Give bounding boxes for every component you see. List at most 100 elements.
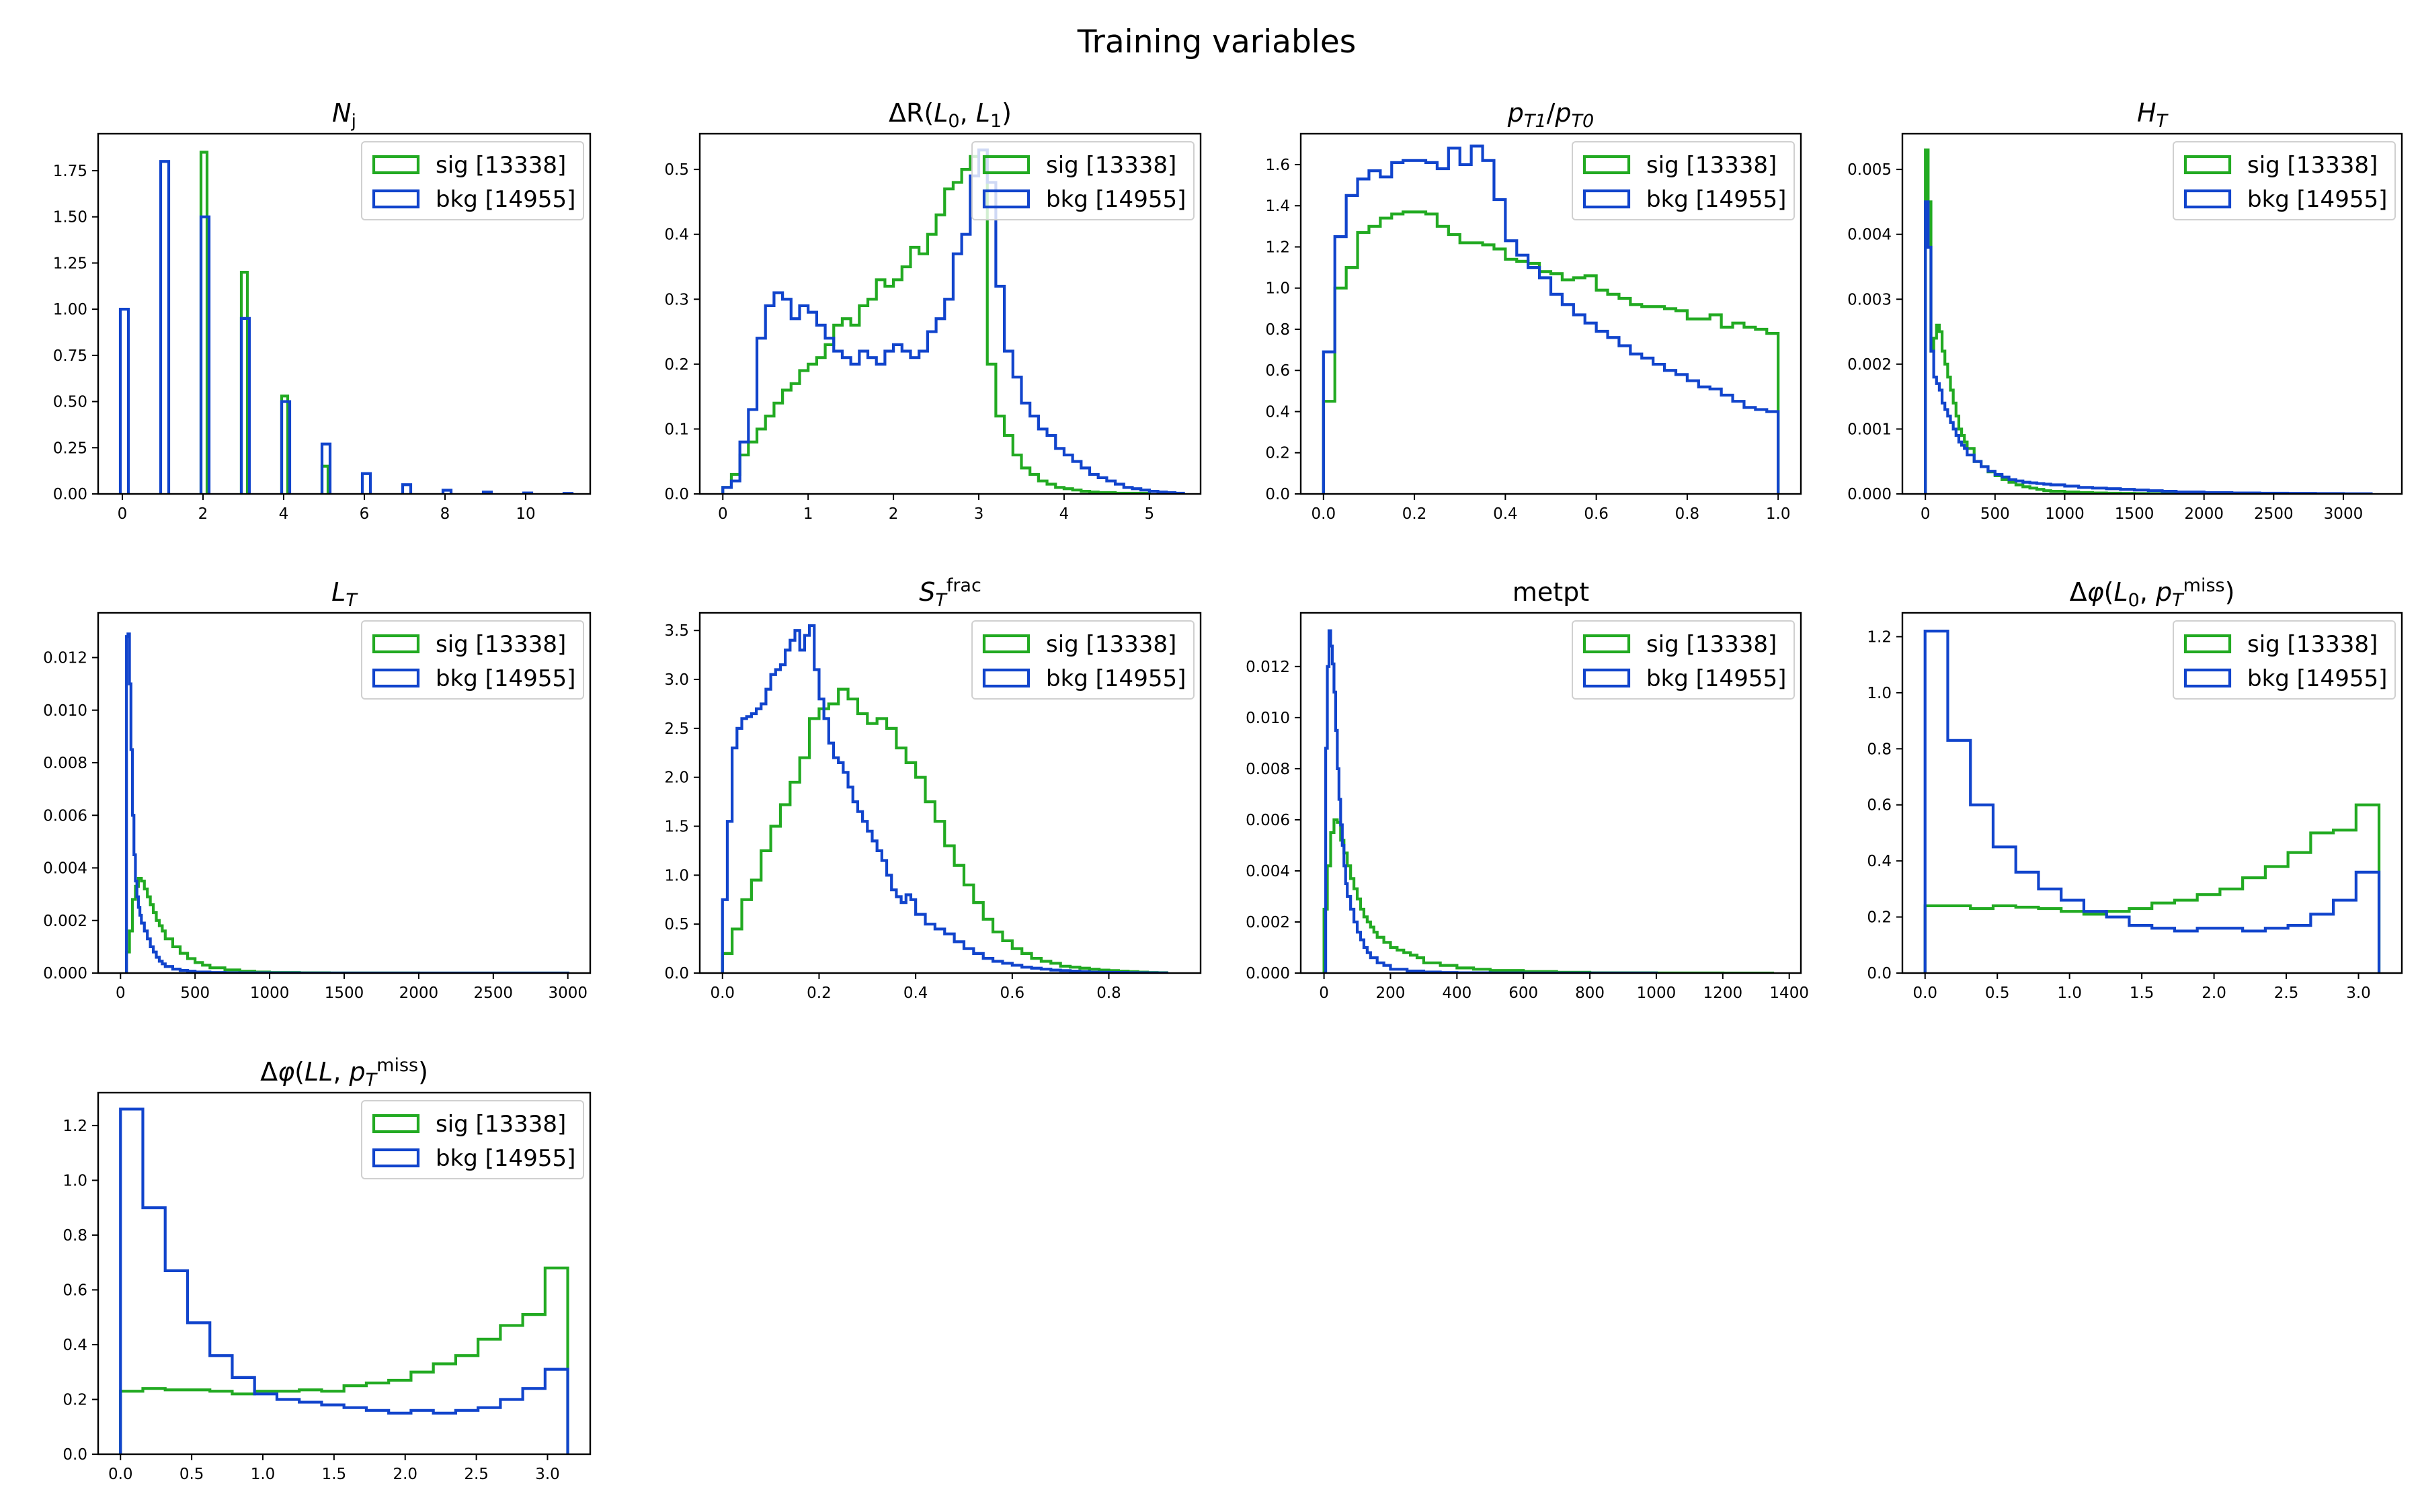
pt-ratio-xtick-label: 0.2 xyxy=(1402,505,1427,523)
lt-legend-sig-label: sig [13338] xyxy=(436,631,566,658)
pt-ratio-xtick-label: 0.0 xyxy=(1312,505,1336,523)
dphi-ll-met-ytick-label: 0.4 xyxy=(63,1337,87,1354)
delta-r-ytick-label: 0.1 xyxy=(664,421,689,438)
n-jets-xtick-label: 10 xyxy=(516,505,535,523)
st-frac-xtick-label: 0.8 xyxy=(1096,984,1121,1002)
lt-title-part: L xyxy=(331,577,346,607)
n-jets-legend: sig [13338] bkg [14955] xyxy=(361,141,584,220)
delta-r-title: ΔR(L0​, L1​) xyxy=(889,98,1012,132)
st-frac-ytick-label: 3.5 xyxy=(664,622,689,640)
metpt-xtick-label: 600 xyxy=(1508,984,1538,1002)
st-frac-title-part: S xyxy=(919,577,935,607)
dphi-ll-met-legend: sig [13338] bkg [14955] xyxy=(361,1100,584,1179)
dphi-ll-met-xtick-label: 3.0 xyxy=(535,1466,560,1483)
ht-title-part: T xyxy=(2156,111,2169,132)
dphi-ll-met-title-part: ( xyxy=(294,1057,305,1087)
delta-r-ytick-label: 0.5 xyxy=(664,161,689,179)
n-jets-bkg-histogram xyxy=(118,160,574,494)
dphi-ll-met-legend-bkg-label: bkg [14955] xyxy=(436,1145,575,1172)
dphi-ll-met-ytick-label: 0.6 xyxy=(63,1282,87,1299)
n-jets-ytick-label: 1.00 xyxy=(53,301,87,319)
pt-ratio-xtick-label: 0.4 xyxy=(1493,505,1518,523)
dphi-ll-met-sig-histogram xyxy=(119,1266,569,1454)
metpt-xtick-label: 200 xyxy=(1376,984,1406,1002)
delta-r-ytick-label: 0.2 xyxy=(664,356,689,374)
delta-r-xtick-label: 0 xyxy=(718,505,728,523)
lt-title-part: T xyxy=(346,590,358,611)
lt-ytick-label: 0.008 xyxy=(43,755,87,772)
dphi-l0-met-axes-frame xyxy=(1901,612,2403,974)
panel-lt: 0 500 1000 1500 2000 2500 3000 0.000 0.002 0.004 0… xyxy=(43,577,592,1002)
metpt-legend-bkg-label: bkg [14955] xyxy=(1646,665,1786,692)
metpt-title: metpt xyxy=(1513,577,1589,607)
n-jets-legend-bkg-label: bkg [14955] xyxy=(436,186,575,213)
metpt-xtick-label: 800 xyxy=(1575,984,1605,1002)
dphi-l0-met-legend: sig [13338] bkg [14955] xyxy=(2173,620,2396,700)
pt-ratio-title-part: p xyxy=(1507,98,1524,128)
ht-ytick-label: 0.001 xyxy=(1847,421,1892,438)
delta-r-title-part: 0 xyxy=(948,111,959,132)
n-jets-ytick-label: 0.50 xyxy=(53,394,87,411)
dphi-ll-met-legend-sig-label: sig [13338] xyxy=(436,1111,566,1138)
panel-pt-ratio: 0.0 0.2 0.4 0.6 0.8 1.0 0.0 0.2 0.4 0.6 0.8 1.0 1.2 1… xyxy=(1265,98,1802,523)
delta-r-title-part: ) xyxy=(1002,98,1012,128)
dphi-ll-met-title-part: ) xyxy=(418,1057,428,1087)
dphi-ll-met-xtick-label: 1.5 xyxy=(322,1466,347,1483)
lt-ytick-label: 0.006 xyxy=(43,807,87,825)
metpt-bkg-histogram xyxy=(1324,629,1658,973)
delta-r-title-part: , xyxy=(960,98,976,128)
panel-ht: 0 500 1000 1500 2000 2500 3000 0.000 0.001 0.002 0… xyxy=(1847,98,2403,523)
delta-r-ytick-label: 0.3 xyxy=(664,291,689,308)
pt-ratio-sig-histogram xyxy=(1322,210,1780,494)
dphi-l0-met-bkg-histogram xyxy=(1923,630,2381,973)
st-frac-legend-bkg-label: bkg [14955] xyxy=(1046,665,1186,692)
ht-ytick-label: 0.003 xyxy=(1847,291,1892,308)
delta-r-xtick-label: 5 xyxy=(1145,505,1155,523)
delta-r-title-part: L xyxy=(976,98,990,128)
st-frac-ytick-label: 2.0 xyxy=(664,769,689,787)
n-jets-xtick-label: 2 xyxy=(198,505,208,523)
dphi-l0-met-title-part: ( xyxy=(2104,577,2114,607)
n-jets-title-part: N xyxy=(332,98,351,128)
lt-xtick-label: 3000 xyxy=(548,984,588,1002)
metpt-legend-bkg-swatch xyxy=(1582,668,1631,688)
delta-r-title-part: ΔR( xyxy=(889,98,934,128)
metpt-xtick-label: 0 xyxy=(1319,984,1329,1002)
pt-ratio-legend-bkg-swatch xyxy=(1582,189,1631,209)
metpt-xtick-label: 1000 xyxy=(1637,984,1677,1002)
dphi-l0-met-xtick-label: 1.5 xyxy=(2130,984,2154,1002)
dphi-l0-met-title-part: 0 xyxy=(2128,590,2140,611)
pt-ratio-xtick-label: 0.8 xyxy=(1675,505,1700,523)
metpt-ytick-label: 0.000 xyxy=(1246,965,1290,982)
ht-title: HT​ xyxy=(2137,98,2169,132)
dphi-l0-met-title-part: ) xyxy=(2225,577,2235,607)
n-jets-legend-sig-label: sig [13338] xyxy=(436,152,566,179)
ht-legend-sig-label: sig [13338] xyxy=(2247,152,2378,179)
lt-ytick-label: 0.004 xyxy=(43,860,87,878)
n-jets-ytick-label: 0.25 xyxy=(53,439,87,457)
pt-ratio-legend: sig [13338] bkg [14955] xyxy=(1572,141,1795,220)
st-frac-axes-frame xyxy=(698,612,1202,974)
dphi-l0-met-legend-sig-swatch xyxy=(2183,634,2232,654)
dphi-l0-met-xtick-label: 2.0 xyxy=(2202,984,2226,1002)
lt-legend-bkg-label: bkg [14955] xyxy=(436,665,575,692)
dphi-ll-met-xtick-label: 2.0 xyxy=(393,1466,417,1483)
delta-r-ytick-label: 0.0 xyxy=(664,486,689,503)
ht-xtick-label: 0 xyxy=(1921,505,1931,523)
st-frac-ytick-label: 1.5 xyxy=(664,818,689,836)
st-frac-xtick-label: 0.4 xyxy=(903,984,928,1002)
ht-xtick-label: 2000 xyxy=(2184,505,2224,523)
st-frac-title-part: T xyxy=(935,590,948,611)
n-jets-xtick-label: 8 xyxy=(440,505,450,523)
dphi-l0-met-title: Δφ(L0​, pT​miss​) xyxy=(2070,575,2235,611)
dphi-ll-met-title-part: T xyxy=(366,1070,378,1091)
ht-ytick-label: 0.002 xyxy=(1847,356,1892,374)
pt-ratio-title: pT1​/pT0​ xyxy=(1507,98,1594,132)
lt-xtick-label: 2500 xyxy=(474,984,514,1002)
pt-ratio-legend-bkg-label: bkg [14955] xyxy=(1646,186,1786,213)
dphi-ll-met-title-part: , xyxy=(333,1057,349,1087)
panel-dphi-l0-met: 0.0 0.5 1.0 1.5 2.0 2.5 3.0 0.0 0.2 0.4 0.6 0.8 1.0 1… xyxy=(1867,575,2403,1002)
lt-xtick-label: 1000 xyxy=(250,984,290,1002)
dphi-ll-met-title-part: LL xyxy=(305,1057,333,1087)
